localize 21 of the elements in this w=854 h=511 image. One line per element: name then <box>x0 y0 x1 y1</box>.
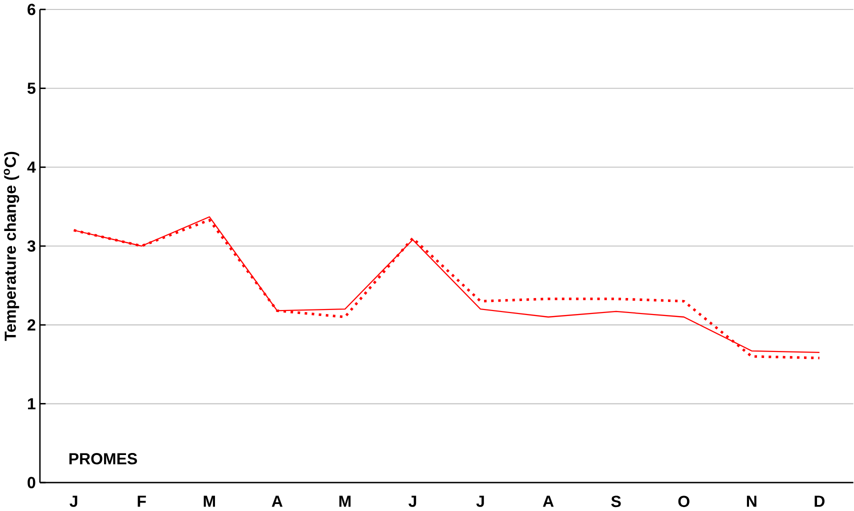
annotation: PROMES <box>69 453 137 464</box>
x-tick-label: J <box>408 496 416 507</box>
x-tick-label: A <box>272 496 283 507</box>
x-tick-label: N <box>746 496 756 507</box>
y-tick-label: 6 <box>28 4 36 16</box>
y-tick-label: 3 <box>27 240 36 252</box>
x-tick-label: F <box>138 496 146 507</box>
x-tick-label: M <box>339 496 351 507</box>
y-tick-label: 4 <box>27 162 36 173</box>
x-tick-label: A <box>542 496 554 507</box>
y-axis-title: Temperature change ($^{o}$C) <box>4 152 20 341</box>
x-tick-label: J <box>476 496 484 507</box>
x-tick-label: J <box>70 496 78 507</box>
x-tick-label: M <box>204 496 215 507</box>
x-tick-label: S <box>611 496 621 508</box>
y-tick-label: 2 <box>28 319 36 331</box>
y-tick-label: 1 <box>28 398 36 410</box>
y-tick-label: 5 <box>27 82 36 94</box>
x-tick-label: O <box>678 496 690 508</box>
y-tick-label: 0 <box>28 476 36 488</box>
x-tick-label: D <box>814 496 825 507</box>
